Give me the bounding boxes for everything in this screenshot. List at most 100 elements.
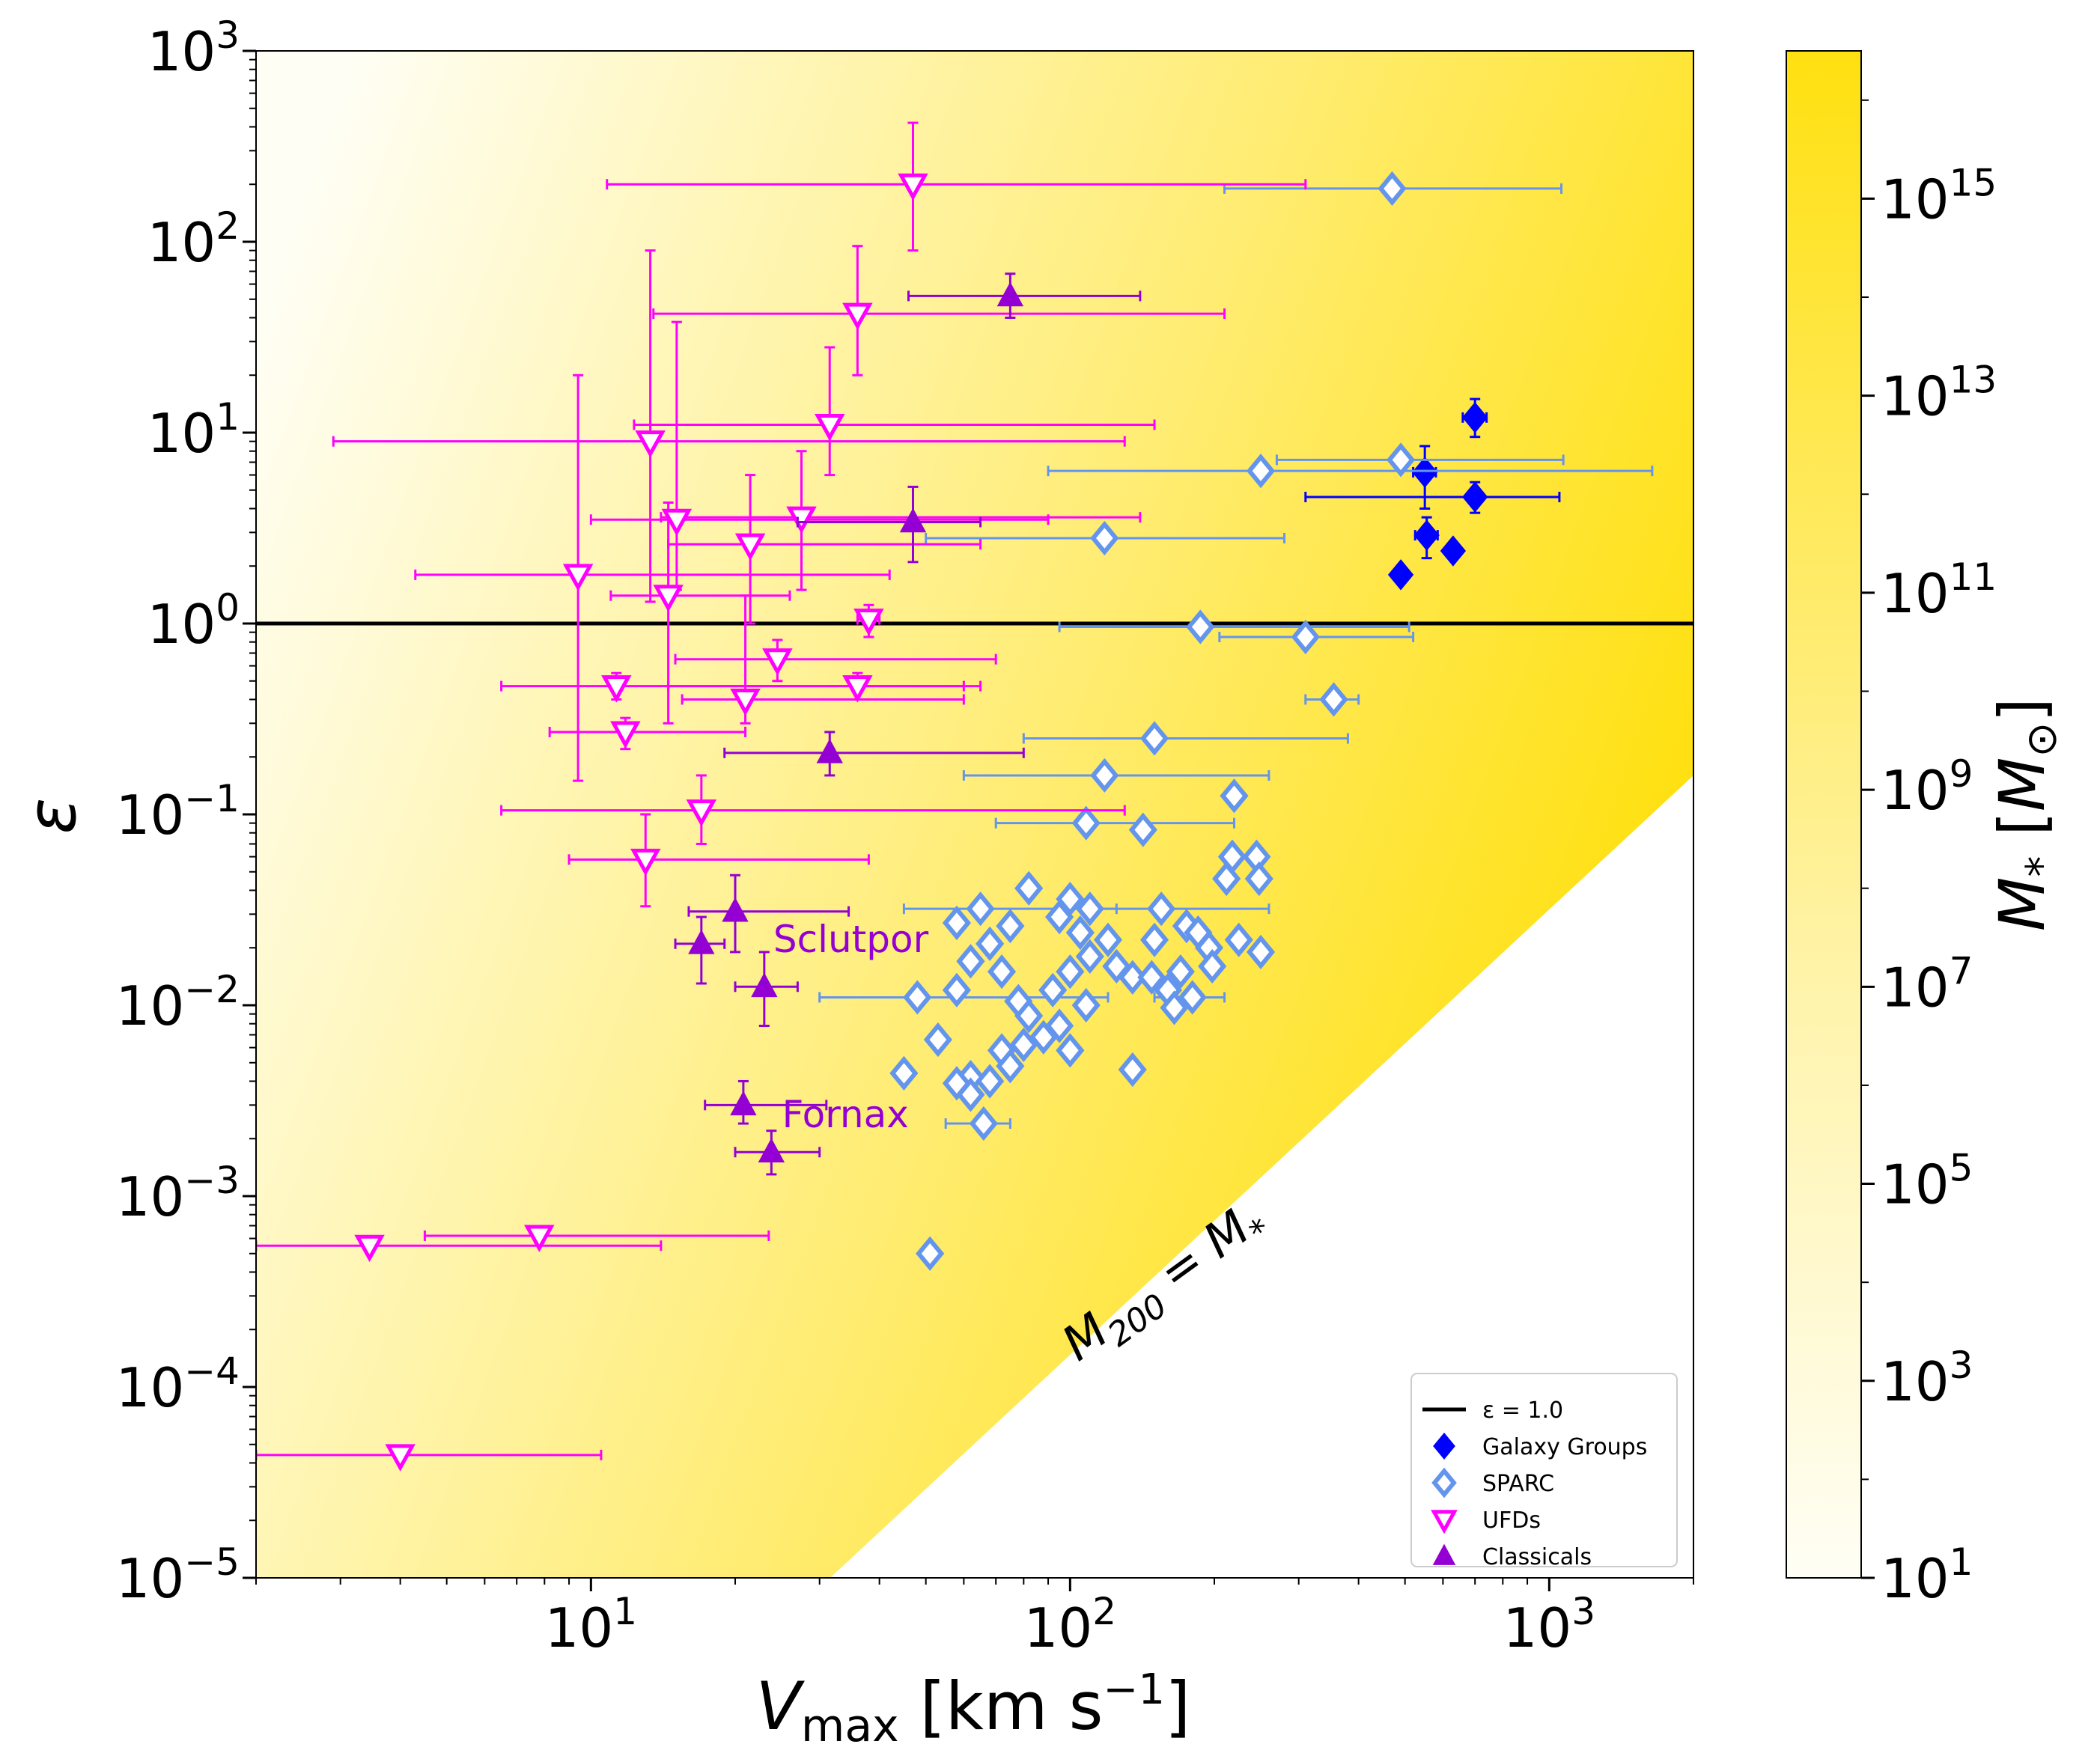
legend-label: UFDs <box>1482 1507 1541 1534</box>
axes: 101 102 10310−510−410−310−210−110010110210… <box>116 13 1694 1659</box>
data-point <box>601 675 632 703</box>
y-tick-label: 103 <box>147 13 240 83</box>
x-tick-label: 101 <box>545 1590 637 1659</box>
data-point <box>923 1022 952 1058</box>
y-tick-base: 10 <box>116 975 185 1037</box>
x-tick-base: 10 <box>1503 1597 1572 1659</box>
colorbar-tick-label: 107 <box>1881 949 1973 1019</box>
data-point <box>889 1055 919 1091</box>
colorbar-tick-exp: 9 <box>1950 752 1973 796</box>
data-point <box>661 508 693 537</box>
data-point <box>996 1049 1025 1084</box>
data-point <box>635 430 666 458</box>
annotations: Sclutpor Fornax <box>773 918 929 1136</box>
y-tick-exp: −1 <box>184 777 240 820</box>
x-tick-base: 10 <box>545 1597 614 1659</box>
colorbar-tick-exp: 7 <box>1950 949 1973 993</box>
data-point <box>562 564 594 591</box>
colorbar-tick-base: 10 <box>1881 956 1950 1019</box>
data-point <box>354 1234 385 1263</box>
data-point <box>976 926 1005 961</box>
data-point <box>1246 454 1276 489</box>
colorbar-tick-base: 10 <box>1881 1350 1950 1413</box>
data-point <box>842 675 873 703</box>
x-tick-exp: 1 <box>613 1590 637 1633</box>
data-point <box>996 909 1025 944</box>
y-tick-exp: 3 <box>216 13 240 57</box>
data-point <box>1386 442 1416 478</box>
legend-label: Classicals <box>1482 1544 1592 1570</box>
colorbar-tick-exp: 3 <box>1950 1344 1973 1387</box>
colorbar-tick-exp: 13 <box>1950 359 1997 402</box>
data-point <box>1090 757 1119 793</box>
y-tick-base: 10 <box>147 402 216 465</box>
y-tick-base: 10 <box>116 1356 185 1419</box>
data-point <box>1118 1052 1147 1088</box>
legend-marker-icon <box>1433 1433 1455 1460</box>
y-tick-base: 10 <box>116 1165 185 1228</box>
y-tick-label: 10−1 <box>116 777 240 847</box>
data-point <box>1139 922 1169 957</box>
legend-marker-icon <box>1431 1467 1457 1499</box>
series-ufds <box>256 121 1307 1472</box>
data-point <box>1093 922 1123 957</box>
x-tick-base: 10 <box>1024 1597 1093 1659</box>
data-point <box>1147 891 1176 927</box>
data-point <box>686 799 717 827</box>
colorbar-tick-label: 1015 <box>1881 161 1997 231</box>
data-point <box>630 848 661 876</box>
data-point <box>1178 980 1207 1015</box>
data-point <box>1118 960 1147 995</box>
y-tick-base: 10 <box>147 20 216 83</box>
y-tick-base: 10 <box>147 593 216 656</box>
data-point <box>1198 948 1227 984</box>
colorbar-tick-exp: 11 <box>1950 555 1997 599</box>
data-point <box>1075 891 1104 927</box>
data-point <box>1139 721 1169 756</box>
legend-label: ε = 1.0 <box>1482 1397 1563 1424</box>
y-tick-exp: −4 <box>184 1350 240 1393</box>
data-point <box>1440 535 1467 567</box>
y-axis-label: ε <box>13 798 91 835</box>
data-marks <box>256 121 1654 1472</box>
data-point <box>1166 954 1195 990</box>
data-point <box>1044 899 1074 935</box>
data-point <box>1014 999 1044 1034</box>
y-tick-label: 10−4 <box>116 1350 240 1419</box>
y-tick-base: 10 <box>147 211 216 274</box>
data-point <box>916 1236 945 1271</box>
data-point <box>1186 609 1215 644</box>
data-point <box>899 507 927 533</box>
colorbar-tick-base: 10 <box>1881 168 1950 231</box>
x-tick-label: 102 <box>1024 1590 1116 1659</box>
y-tick-exp: 0 <box>216 586 240 629</box>
allowed-region-gradient <box>256 51 1693 1578</box>
colorbar-tick-base: 10 <box>1881 562 1950 625</box>
data-point <box>966 891 995 927</box>
data-point <box>653 585 684 612</box>
data-point <box>762 648 793 676</box>
data-point <box>996 281 1024 307</box>
data-point <box>722 897 749 922</box>
data-point <box>942 905 972 941</box>
data-point <box>1071 805 1101 841</box>
data-point <box>1056 1033 1085 1068</box>
data-point <box>1071 987 1101 1023</box>
colorbar-tick-label: 103 <box>1881 1344 1973 1413</box>
y-tick-base: 10 <box>116 1547 185 1610</box>
annotation-sclutpor: Sclutpor <box>773 918 929 961</box>
data-point <box>1387 559 1414 591</box>
legend-box <box>1410 1373 1678 1567</box>
y-tick-exp: 2 <box>216 204 240 248</box>
y-tick-base: 10 <box>116 784 185 847</box>
data-point <box>734 533 766 561</box>
y-tick-label: 10−2 <box>116 968 240 1037</box>
x-axis-label: Vmax [km s−1] <box>756 1665 1191 1752</box>
colorbar-tick-label: 1013 <box>1881 359 1997 428</box>
data-point <box>610 721 641 749</box>
y-tick-exp: −3 <box>184 1159 240 1202</box>
colorbar-tick-label: 1011 <box>1881 555 1997 625</box>
colorbar-tick-label: 101 <box>1881 1540 1973 1610</box>
data-point <box>1378 171 1407 207</box>
